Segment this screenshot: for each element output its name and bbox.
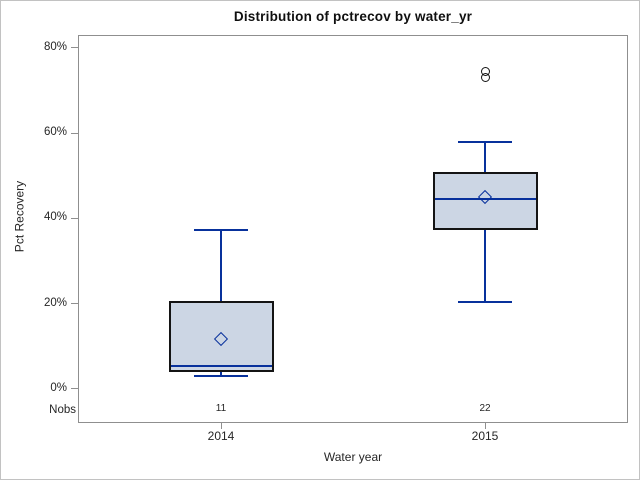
y-tick [71, 217, 78, 219]
y-tick-label: 80% [43, 40, 67, 53]
x-tick [220, 423, 222, 429]
y-tick [71, 303, 78, 305]
plot-area [78, 35, 628, 423]
whisker-cap [458, 300, 512, 303]
x-tick-label: 2014 [207, 429, 235, 443]
median-line [434, 198, 536, 201]
y-tick-label: 0% [50, 381, 67, 394]
x-tick [484, 423, 486, 429]
x-axis-title: Water year [323, 450, 383, 464]
nobs-value: 22 [479, 403, 491, 414]
nobs-row-label: Nobs [49, 404, 76, 416]
y-tick [71, 388, 78, 390]
whisker-cap [194, 228, 248, 231]
median-line [170, 364, 272, 367]
box [432, 172, 538, 231]
y-tick-label: 60% [43, 126, 67, 139]
box [168, 301, 274, 372]
whisker-cap [194, 375, 248, 378]
whisker-line [220, 371, 222, 377]
y-tick [71, 132, 78, 134]
x-tick-label: 2015 [471, 429, 499, 443]
y-tick [71, 47, 78, 49]
chart-title: Distribution of pctrecov by water_yr [233, 9, 473, 24]
whisker-line [220, 229, 222, 302]
nobs-value: 11 [215, 403, 227, 414]
whisker-line [484, 230, 486, 302]
whisker-cap [458, 141, 512, 144]
outlier-point [480, 66, 490, 76]
whisker-line [484, 142, 486, 173]
y-tick-label: 40% [43, 211, 67, 224]
y-tick-label: 20% [43, 296, 67, 309]
